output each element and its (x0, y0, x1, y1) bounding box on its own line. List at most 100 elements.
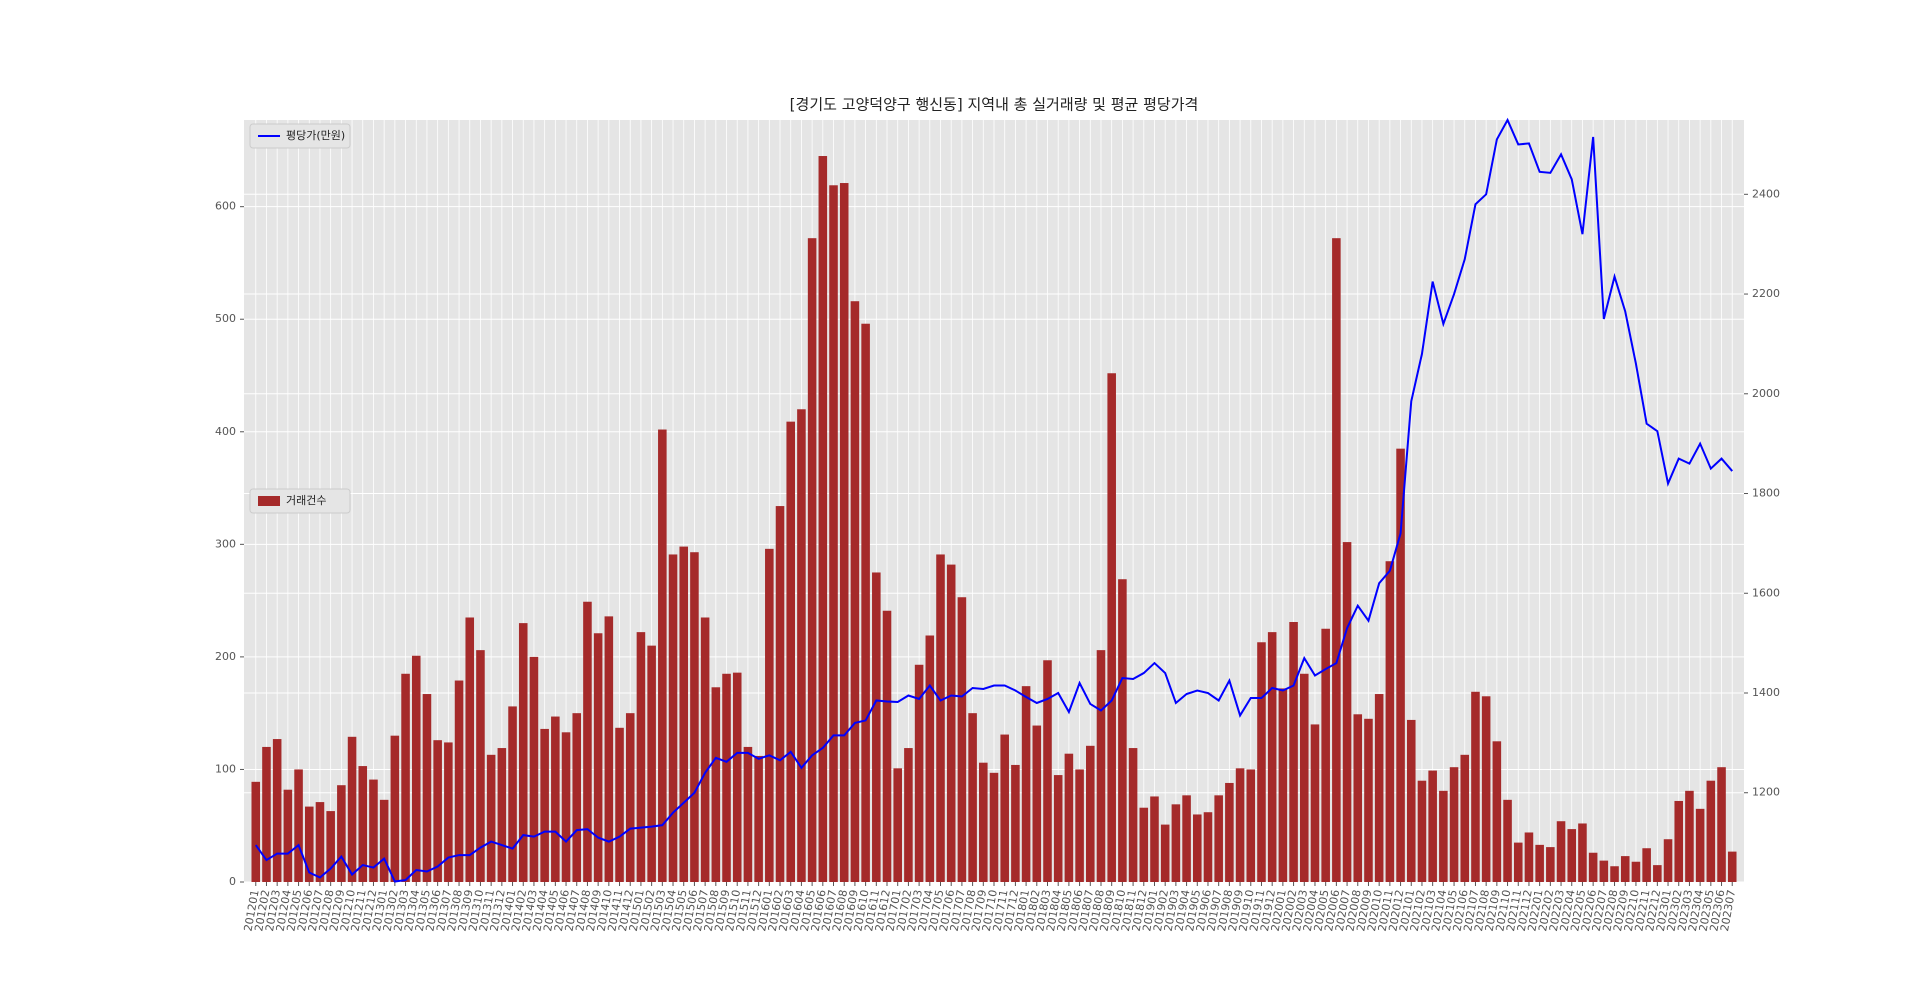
bar (754, 755, 763, 882)
bar (1299, 673, 1309, 882)
bar (251, 781, 261, 882)
bar (1150, 796, 1159, 882)
bar (476, 650, 485, 882)
y2-tick-label: 1600 (1752, 586, 1780, 599)
bar (1492, 741, 1502, 882)
bar (1674, 800, 1684, 882)
bar (497, 748, 507, 882)
bar (1267, 632, 1277, 882)
bar (1011, 764, 1020, 882)
bar (775, 506, 785, 882)
bar (1310, 724, 1320, 882)
bar (1214, 795, 1223, 882)
y2-tick-label: 1400 (1752, 686, 1780, 699)
bar (411, 655, 421, 882)
bar (1396, 448, 1405, 882)
bar (1556, 821, 1566, 882)
bar (433, 740, 442, 882)
bar (294, 769, 303, 882)
bar (583, 601, 592, 882)
bar (1695, 808, 1705, 882)
bar (1449, 767, 1459, 882)
bar (1064, 753, 1074, 882)
bar (529, 656, 539, 882)
bar (1364, 718, 1373, 882)
bar (925, 635, 935, 882)
bar (786, 421, 795, 882)
bar (1171, 804, 1181, 882)
bar (1706, 780, 1716, 882)
y-tick-label: 400 (215, 425, 236, 438)
bar (818, 156, 828, 883)
bar (636, 632, 646, 882)
bar (1342, 542, 1352, 882)
bar (422, 694, 432, 882)
bar (839, 183, 849, 883)
line (254, 117, 1733, 883)
bar (1246, 769, 1256, 882)
bar (1257, 642, 1266, 882)
bar (1685, 790, 1694, 882)
bar (1000, 734, 1009, 882)
bar (1653, 865, 1662, 882)
bar (872, 572, 881, 882)
bar (615, 727, 624, 882)
y2-tick-label: 1200 (1752, 786, 1780, 799)
bar (946, 564, 956, 882)
bar (1503, 799, 1512, 882)
bar (1546, 847, 1555, 882)
bar (807, 238, 817, 882)
bar (1128, 748, 1138, 882)
bar (968, 713, 977, 882)
bar (722, 673, 731, 882)
bar (272, 739, 282, 882)
bar (401, 673, 410, 882)
y-tick-label: 100 (215, 762, 236, 775)
bar (1727, 851, 1737, 882)
bar (829, 185, 838, 883)
bar (679, 546, 689, 882)
bar (604, 616, 614, 882)
legend-label: 평당가(만원) (286, 129, 345, 142)
bar (551, 716, 560, 882)
bar (369, 779, 378, 882)
y-tick-label: 0 (229, 875, 236, 888)
bar (797, 409, 806, 882)
bar (1182, 795, 1191, 882)
bar (1578, 823, 1587, 882)
bar (486, 754, 496, 882)
bar (1235, 768, 1245, 882)
bar (1096, 650, 1106, 882)
bar (1620, 856, 1630, 882)
bar (518, 623, 528, 882)
bar (1021, 686, 1031, 882)
bar (1460, 754, 1470, 882)
bar (732, 672, 742, 882)
bar (508, 706, 517, 882)
bar (1535, 844, 1544, 882)
bar (561, 732, 571, 882)
bar (1193, 814, 1202, 882)
bar (743, 746, 753, 882)
bar (690, 552, 699, 882)
bar (1567, 829, 1577, 882)
bar (1374, 694, 1384, 882)
bar (283, 789, 293, 882)
bar (540, 728, 549, 882)
bar (861, 323, 870, 883)
bar (904, 748, 913, 882)
bar (1642, 848, 1651, 882)
y-tick-label: 300 (215, 537, 236, 550)
bar (444, 742, 453, 882)
bar (262, 746, 271, 882)
bar (1203, 812, 1213, 882)
bar (658, 429, 667, 882)
bar (1289, 621, 1298, 882)
bar (1086, 745, 1095, 882)
y2-tick-label: 2200 (1752, 287, 1780, 300)
bar (1043, 660, 1052, 882)
bar (572, 713, 582, 882)
legend-box (249, 123, 351, 149)
bar (1332, 238, 1341, 882)
bar (1032, 725, 1042, 882)
